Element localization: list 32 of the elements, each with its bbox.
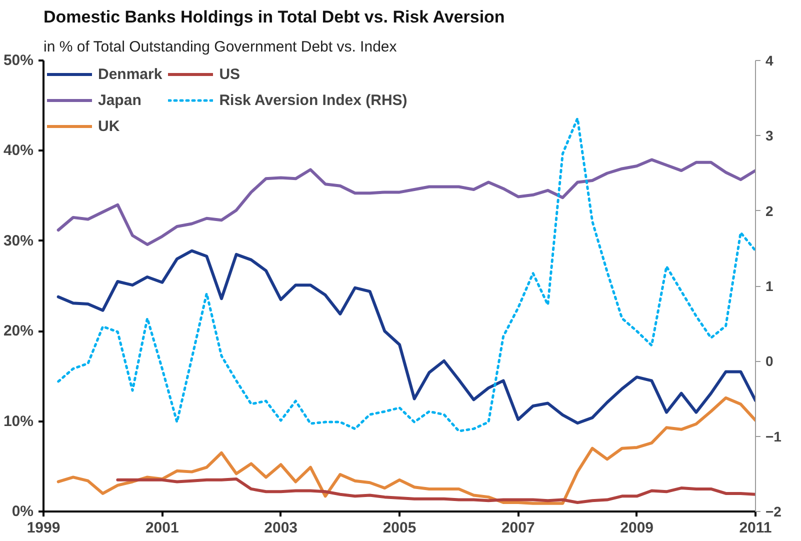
y2-tick-label: −1 (766, 428, 782, 444)
x-tick-label: 2007 (501, 520, 535, 536)
y-tick-label: 0% (12, 503, 34, 520)
y-tick-label: 50% (3, 52, 34, 69)
y2-tick-label: 4 (766, 52, 774, 68)
legend-label: Japan (98, 92, 142, 108)
y2-tick-label: −2 (766, 504, 782, 520)
legend-label: Denmark (98, 66, 162, 82)
x-tick-label: 2005 (382, 520, 416, 536)
chart-title: Domestic Banks Holdings in Total Debt vs. Risk Aversion (44, 8, 505, 26)
line-series (56, 249, 756, 425)
line-series (57, 117, 756, 432)
legend-label: Risk Aversion Index (RHS) (219, 92, 408, 108)
y2-tick-label: 1 (766, 278, 774, 294)
y-tick-label: 30% (3, 232, 34, 250)
y-tick-label: 20% (3, 322, 34, 340)
line-series (56, 158, 756, 246)
y2-tick-label: 0 (766, 353, 774, 370)
y2-tick-label: 2 (766, 202, 774, 219)
legend-label: UK (98, 118, 120, 134)
line-series (56, 396, 756, 505)
x-tick-label: 1999 (26, 520, 60, 536)
x-tick-label: 2003 (264, 520, 298, 536)
line-series (116, 478, 756, 504)
y2-tick-label: 3 (766, 128, 774, 144)
x-tick-label: 2001 (145, 520, 179, 536)
x-tick-label: 2011 (739, 520, 772, 536)
legend-label: US (219, 66, 240, 82)
y-tick-label: 40% (3, 142, 34, 160)
x-tick-label: 2009 (620, 520, 654, 536)
y-tick-label: 10% (3, 412, 34, 430)
chart-subtitle: in % of Total Outstanding Government Debt vs. Index (44, 38, 398, 56)
